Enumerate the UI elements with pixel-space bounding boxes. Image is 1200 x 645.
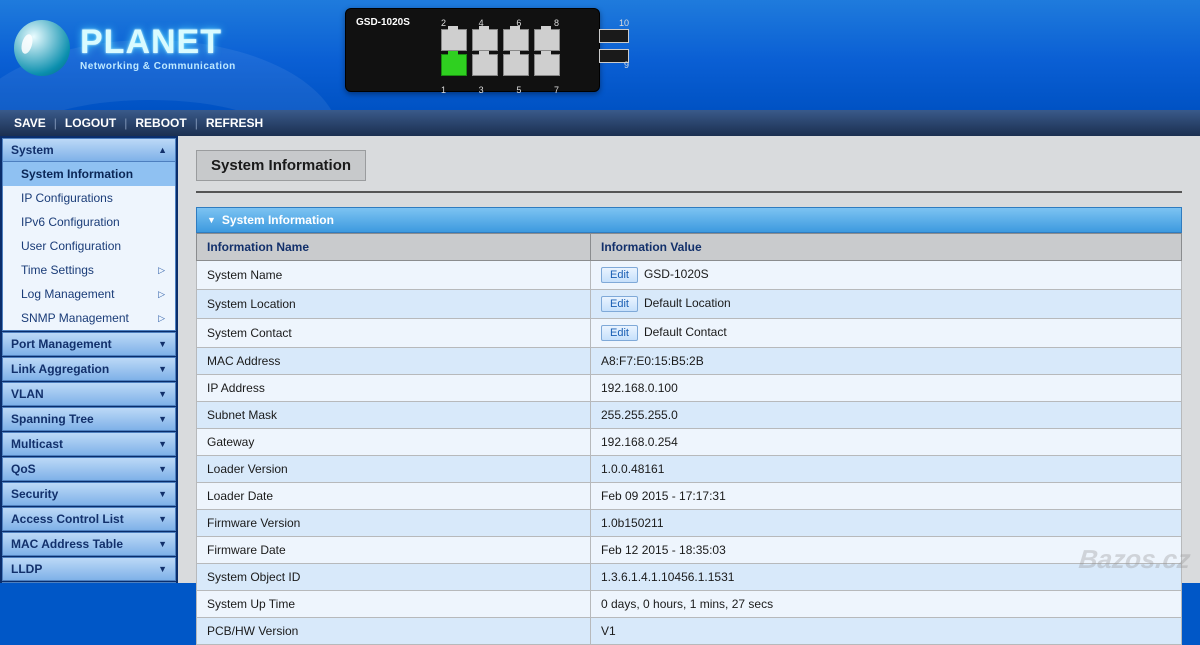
nav-group-qos[interactable]: QoS ▼ <box>2 457 176 481</box>
edit-system-location-button[interactable]: Edit <box>601 296 638 312</box>
reboot-button[interactable]: REBOOT <box>135 116 186 130</box>
chevron-down-icon: ▼ <box>158 489 167 499</box>
table-row: MAC Address A8:F7:E0:15:B5:2B <box>197 348 1182 375</box>
port-row-top <box>441 29 591 51</box>
nav-sidebar: System ▲ System Information IP Configura… <box>0 136 178 583</box>
table-row: System Up Time 0 days, 0 hours, 1 mins, … <box>197 591 1182 618</box>
brand-name: PLANET <box>80 25 236 59</box>
nav-item-ip-configurations[interactable]: IP Configurations <box>3 186 175 210</box>
chevron-up-icon: ▲ <box>158 145 167 155</box>
chevron-down-icon: ▼ <box>158 564 167 574</box>
chevron-down-icon: ▼ <box>158 514 167 524</box>
nav-group-access-control-list[interactable]: Access Control List ▼ <box>2 507 176 531</box>
chevron-right-icon: ▷ <box>158 289 165 300</box>
nav-submenu-system: System Information IP Configurations IPv… <box>2 162 176 331</box>
port-7 <box>534 54 560 76</box>
table-row: Firmware Date Feb 12 2015 - 18:35:03 <box>197 537 1182 564</box>
table-row: System Location Edit Default Location <box>197 290 1182 319</box>
table-row: Subnet Mask 255.255.255.0 <box>197 402 1182 429</box>
table-row: Gateway 192.168.0.254 <box>197 429 1182 456</box>
nav-group-vlan[interactable]: VLAN ▼ <box>2 382 176 406</box>
port-4 <box>472 29 498 51</box>
table-row: Firmware Version 1.0b150211 <box>197 510 1182 537</box>
port-5 <box>503 54 529 76</box>
save-button[interactable]: SAVE <box>14 116 46 130</box>
logout-button[interactable]: LOGOUT <box>65 116 116 130</box>
nav-item-system-information[interactable]: System Information <box>3 162 175 186</box>
system-information-table: Information Name Information Value Syste… <box>196 233 1182 645</box>
port-2 <box>441 29 467 51</box>
table-row: System Contact Edit Default Contact <box>197 319 1182 348</box>
edit-system-name-button[interactable]: Edit <box>601 267 638 283</box>
nav-item-ipv6-configuration[interactable]: IPv6 Configuration <box>3 210 175 234</box>
chevron-down-icon: ▼ <box>158 539 167 549</box>
sfp-slots <box>599 29 629 63</box>
refresh-button[interactable]: REFRESH <box>206 116 263 130</box>
table-row: Loader Date Feb 09 2015 - 17:17:31 <box>197 483 1182 510</box>
chevron-down-icon: ▼ <box>158 389 167 399</box>
chevron-right-icon: ▷ <box>158 313 165 324</box>
nav-item-snmp-management[interactable]: SNMP Management ▷ <box>3 306 175 330</box>
table-row: PCB/HW Version V1 <box>197 618 1182 645</box>
brand-tagline: Networking & Communication <box>80 61 236 72</box>
edit-system-contact-button[interactable]: Edit <box>601 325 638 341</box>
nav-item-user-configuration[interactable]: User Configuration <box>3 234 175 258</box>
table-row: IP Address 192.168.0.100 <box>197 375 1182 402</box>
main-content: System Information ▼ System Information … <box>178 136 1200 583</box>
port-3 <box>472 54 498 76</box>
chevron-down-icon: ▼ <box>158 464 167 474</box>
globe-icon <box>14 20 70 76</box>
chevron-down-icon: ▼ <box>158 439 167 449</box>
brand-logo: PLANET Networking & Communication <box>14 20 236 76</box>
nav-group-port-management[interactable]: Port Management ▼ <box>2 332 176 356</box>
action-toolbar: SAVE | LOGOUT | REBOOT | REFRESH <box>0 110 1200 136</box>
nav-group-spanning-tree[interactable]: Spanning Tree ▼ <box>2 407 176 431</box>
port-numbers-bottom: 1 3 5 7 <box>441 85 559 95</box>
triangle-down-icon: ▼ <box>207 215 216 225</box>
chevron-down-icon: ▼ <box>158 364 167 374</box>
table-row: System Name Edit GSD-1020S <box>197 261 1182 290</box>
device-diagram: GSD-1020S 2 4 6 8 1 3 <box>345 8 600 92</box>
table-row: Loader Version 1.0.0.48161 <box>197 456 1182 483</box>
chevron-right-icon: ▷ <box>158 265 165 276</box>
nav-group-lldp[interactable]: LLDP ▼ <box>2 557 176 581</box>
chevron-down-icon: ▼ <box>158 414 167 424</box>
nav-group-multicast[interactable]: Multicast ▼ <box>2 432 176 456</box>
nav-group-header-system[interactable]: System ▲ <box>2 138 176 162</box>
port-6 <box>503 29 529 51</box>
nav-item-time-settings[interactable]: Time Settings ▷ <box>3 258 175 282</box>
nav-item-log-management[interactable]: Log Management ▷ <box>3 282 175 306</box>
nav-group-system: System ▲ System Information IP Configura… <box>2 138 176 331</box>
port-8 <box>534 29 560 51</box>
sfp-port-10 <box>599 29 629 43</box>
page-header: PLANET Networking & Communication GSD-10… <box>0 0 1200 110</box>
page-title: System Information <box>196 150 366 181</box>
chevron-down-icon: ▼ <box>158 339 167 349</box>
table-row: System Object ID 1.3.6.1.4.1.10456.1.153… <box>197 564 1182 591</box>
nav-group-security[interactable]: Security ▼ <box>2 482 176 506</box>
nav-group-link-aggregation[interactable]: Link Aggregation ▼ <box>2 357 176 381</box>
port-row-bottom <box>441 54 591 76</box>
port-1-active <box>441 54 467 76</box>
panel-header-system-information[interactable]: ▼ System Information <box>196 207 1182 233</box>
device-model: GSD-1020S <box>356 17 410 28</box>
nav-group-mac-address-table[interactable]: MAC Address Table ▼ <box>2 532 176 556</box>
